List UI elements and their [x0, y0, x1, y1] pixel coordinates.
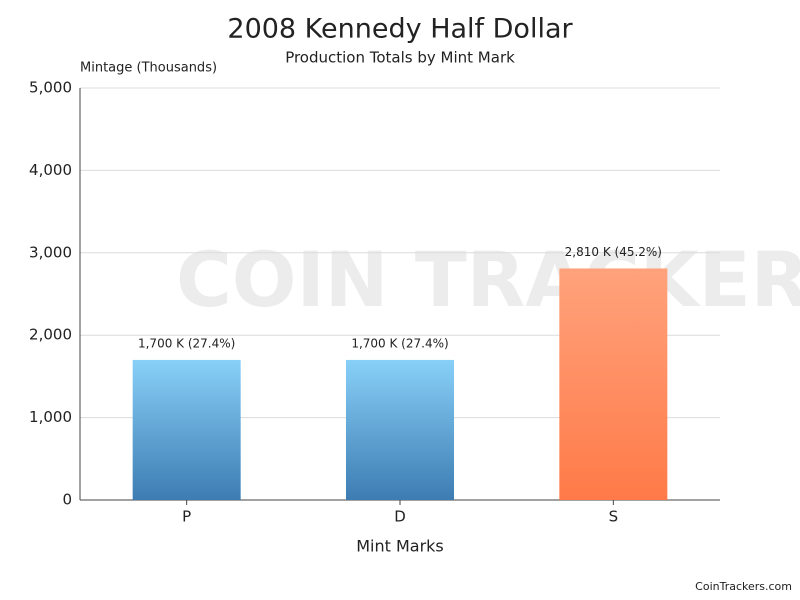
- footer: CoinTrackers.com: [695, 580, 792, 593]
- chart-title: 2008 Kennedy Half Dollar: [227, 14, 573, 45]
- value-label: 1,700 K (27.4%): [138, 336, 235, 350]
- watermark: COIN TRACKERS: [176, 235, 800, 324]
- y-axis-label: Mintage (Thousands): [80, 61, 217, 76]
- y-tick-label: 3,000: [29, 243, 72, 261]
- bar: [559, 268, 667, 500]
- y-tick-label: 4,000: [29, 161, 72, 179]
- y-tick-label: 0: [62, 491, 72, 509]
- x-axis-label: Mint Marks: [356, 537, 444, 556]
- x-tick-label: S: [609, 508, 619, 526]
- chart-subtitle: Production Totals by Mint Mark: [285, 49, 515, 67]
- y-tick-label: 2,000: [29, 326, 72, 344]
- bar: [346, 360, 454, 500]
- y-tick-label: 1,000: [29, 408, 72, 426]
- x-tick-label: P: [182, 508, 191, 526]
- y-tick-label: 5,000: [29, 79, 72, 97]
- bar: [133, 360, 241, 500]
- value-label: 2,810 K (45.2%): [565, 245, 662, 259]
- value-label: 1,700 K (27.4%): [351, 336, 448, 350]
- x-tick-label: D: [394, 508, 406, 526]
